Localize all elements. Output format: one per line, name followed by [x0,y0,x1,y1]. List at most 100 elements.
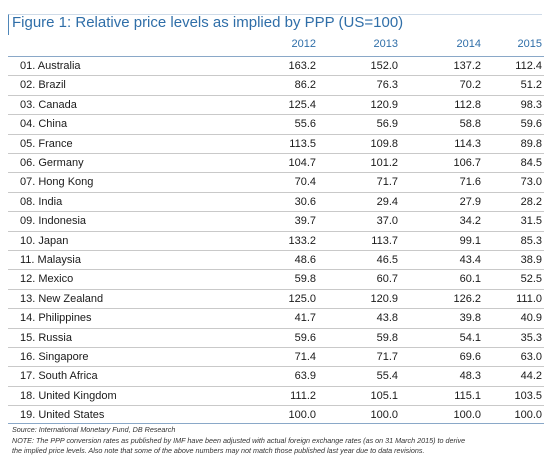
value-cell-2015: 103.5 [514,389,542,402]
value-cell-2012: 104.7 [288,157,316,169]
column-header-2013: 2013 [373,38,398,50]
column-header-2015: 2015 [517,38,542,50]
table-row: 13. New Zealand 125.0 120.9 126.2 111.0 [8,288,544,308]
value-cell-2014: 58.8 [459,118,481,131]
value-cell-2014: 27.9 [459,195,481,208]
footnote-line-2: the implied price levels. Also note that… [12,446,425,455]
value-cell-2014: 43.4 [459,254,481,266]
value-cell-2012: 125.4 [288,98,316,111]
value-cell-2012: 41.7 [294,312,316,325]
value-cell-2014: 70.2 [459,79,481,92]
value-cell-2015: 35.3 [520,331,542,344]
column-header-2014: 2014 [456,38,481,50]
value-cell-2013: 46.5 [376,254,398,266]
value-cell-2014: 48.3 [459,370,481,383]
row-label: 04. China [20,118,68,131]
row-label: 01. Australia [20,60,81,72]
value-cell-2014: 112.8 [454,98,481,111]
row-label: 18. United Kingdom [20,389,117,402]
table-bottom-rule [8,423,544,424]
row-label: 13. New Zealand [20,292,104,305]
row-label: 10. Japan [20,234,69,247]
value-cell-2014: 34.2 [459,215,481,228]
row-label: 14. Philippines [20,312,92,325]
value-cell-2015: 52.5 [520,273,542,286]
value-cell-2012: 30.6 [294,195,316,208]
value-cell-2012: 59.6 [294,331,316,344]
value-cell-2015: 100.0 [514,409,542,422]
value-cell-2013: 101.2 [370,157,398,169]
table-row: 10. Japan 133.2 113.7 99.1 85.3 [8,230,544,250]
value-cell-2012: 48.6 [294,254,316,266]
value-cell-2013: 113.7 [371,234,398,247]
value-cell-2014: 54.1 [459,331,481,344]
value-cell-2015: 31.5 [520,215,542,228]
value-cell-2014: 71.6 [459,176,481,189]
row-label: 05. France [20,137,73,150]
value-cell-2015: 111.0 [516,292,542,305]
figure-title: Figure 1: Relative price levels as impli… [12,14,404,31]
value-cell-2012: 86.2 [294,79,316,92]
row-label: 17. South Africa [20,370,98,383]
value-cell-2013: 56.9 [376,118,398,131]
value-cell-2015: 40.9 [520,312,542,325]
value-cell-2013: 100.0 [370,409,398,422]
value-cell-2015: 38.9 [520,254,542,266]
value-cell-2015: 89.8 [520,137,542,150]
row-label: 02. Brazil [20,79,66,92]
footnote-line-1: NOTE: The PPP conversion rates as publis… [12,436,466,445]
value-cell-2014: 115.1 [454,389,481,402]
value-cell-2013: 59.8 [376,331,398,344]
row-label: 16. Singapore [20,351,89,363]
value-cell-2013: 55.4 [376,370,398,383]
value-cell-2012: 163.2 [288,60,316,72]
table-row: 06. Germany 104.7 101.2 106.7 84.5 [8,153,544,172]
table-row: 09. Indonesia 39.7 37.0 34.2 31.5 [8,211,544,230]
value-cell-2012: 100.0 [288,409,316,422]
table-row: 01. Australia 163.2 152.0 137.2 112.4 [8,56,544,75]
table-row: 12. Mexico 59.8 60.7 60.1 52.5 [8,269,544,288]
value-cell-2015: 84.5 [520,157,542,169]
table-row: 05. France 113.5 109.8 114.3 89.8 [8,133,544,153]
value-cell-2015: 28.2 [520,195,542,208]
value-cell-2014: 69.6 [459,351,481,363]
value-cell-2015: 51.2 [520,79,542,92]
value-cell-2014: 100.0 [453,409,481,422]
value-cell-2014: 106.7 [453,157,481,169]
value-cell-2013: 152.0 [370,60,398,72]
table-row: 14. Philippines 41.7 43.8 39.8 40.9 [8,308,544,327]
value-cell-2014: 126.2 [453,292,481,305]
row-label: 09. Indonesia [20,215,87,228]
table-row: 17. South Africa 63.9 55.4 48.3 44.2 [8,366,544,385]
value-cell-2013: 60.7 [376,273,398,286]
row-label: 12. Mexico [20,273,74,286]
value-cell-2013: 120.9 [370,98,398,111]
value-cell-2012: 71.4 [294,351,316,363]
value-cell-2014: 114.3 [454,137,481,150]
value-cell-2012: 125.0 [288,292,316,305]
table-row: 15. Russia 59.6 59.8 54.1 35.3 [8,327,544,347]
row-label: 06. Germany [20,157,84,169]
table-row: 08. India 30.6 29.4 27.9 28.2 [8,191,544,211]
value-cell-2013: 120.9 [370,292,398,305]
table-row: 04. China 55.6 56.9 58.8 59.6 [8,114,544,133]
value-cell-2015: 63.0 [520,351,542,363]
value-cell-2012: 111.2 [290,389,316,402]
table-row: 19. United States 100.0 100.0 100.0 100.0 [8,405,544,424]
row-label: 11. Malaysia [20,254,81,266]
table-row: 11. Malaysia 48.6 46.5 43.4 38.9 [8,250,544,269]
value-cell-2012: 70.4 [294,176,316,189]
value-cell-2013: 105.1 [370,389,398,402]
year-header-row: 2012 2013 2014 2015 [0,38,550,54]
table-row: 18. United Kingdom 111.2 105.1 115.1 103.5 [8,385,544,405]
value-cell-2013: 76.3 [376,79,398,92]
value-cell-2014: 137.2 [453,60,481,72]
value-cell-2015: 85.3 [520,234,542,247]
value-cell-2012: 133.2 [288,234,316,247]
row-label: 07. Hong Kong [20,176,94,189]
source-note: Source: International Monetary Fund, DB … [12,425,176,434]
table-row: 16. Singapore 71.4 71.7 69.6 63.0 [8,347,544,366]
value-cell-2012: 113.5 [289,137,316,150]
row-label: 15. Russia [20,331,72,344]
column-header-2012: 2012 [291,38,316,50]
